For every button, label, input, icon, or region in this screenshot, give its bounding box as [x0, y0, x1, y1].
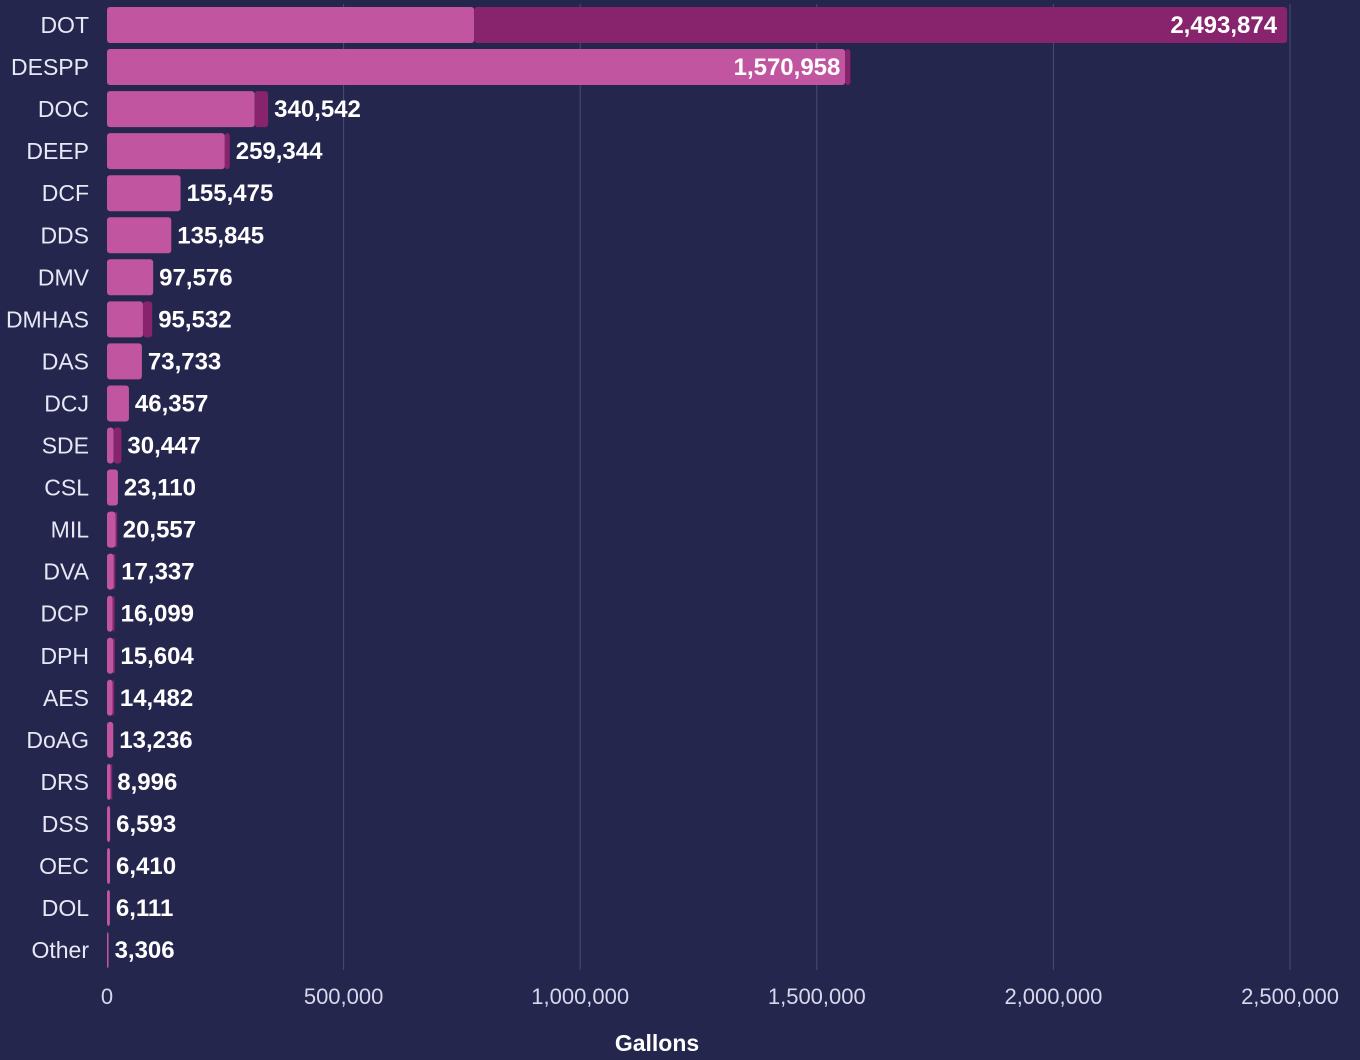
x-tick-label: 2,000,000 [1004, 984, 1102, 1009]
category-label: DAS [42, 348, 89, 374]
bar-segment [107, 385, 129, 422]
category-label: DMV [38, 264, 90, 290]
category-label: DVA [43, 559, 89, 585]
data-label: 17,337 [121, 559, 194, 586]
data-label: 259,344 [236, 138, 323, 165]
bar-segment [107, 679, 113, 716]
category-label: Other [31, 937, 89, 963]
x-axis-title: Gallons [615, 1030, 699, 1056]
x-tick-label: 1,000,000 [531, 984, 629, 1009]
category-label: DOL [42, 895, 90, 921]
bar-segment [112, 679, 115, 716]
data-label: 73,733 [148, 348, 221, 375]
bar-segment [107, 133, 225, 170]
bar-segment [474, 7, 1288, 43]
bar-segment [845, 49, 851, 86]
data-label: 6,410 [116, 853, 176, 880]
data-label: 14,482 [120, 685, 193, 712]
bar-segment [107, 511, 116, 548]
category-label: DMHAS [6, 306, 89, 332]
bar-segment [113, 427, 122, 464]
category-label: DoAG [26, 727, 89, 753]
bar-segment [107, 848, 111, 884]
data-label: 3,306 [115, 937, 175, 964]
bar-segment [107, 175, 181, 212]
category-labels: DOT DESPP DOC DEEP DCF DDS DMV DMHAS DAS DCJ SDE CS… [6, 12, 90, 963]
data-label: 16,099 [121, 601, 194, 628]
bar-segment [115, 511, 118, 548]
gridlines [343, 4, 1291, 970]
bar-segment [107, 932, 109, 969]
bar-segment [107, 469, 118, 506]
category-label: AES [43, 685, 89, 711]
bar-segment [107, 91, 255, 128]
x-tick-label: 500,000 [304, 984, 384, 1009]
bar-segment [142, 301, 153, 338]
bar-segment [224, 133, 230, 170]
data-label: 8,996 [117, 769, 177, 796]
bar-segment [112, 595, 115, 632]
data-label: 6,111 [116, 895, 173, 922]
x-tick-label: 1,500,000 [768, 984, 866, 1009]
bar-segment [107, 553, 114, 590]
bar-segment [113, 637, 115, 674]
x-axis-ticks: 0 500,000 1,000,000 1,500,000 2,000,000 2,500… [101, 984, 1339, 1009]
x-tick-label: 2,500,000 [1241, 984, 1339, 1009]
category-label: CSL [44, 475, 89, 501]
bar-segment [107, 7, 475, 43]
category-label: MIL [51, 517, 90, 543]
bar-segment [107, 721, 114, 758]
bar-segment [254, 91, 269, 128]
data-label: 13,236 [119, 727, 192, 754]
bar-segment [107, 343, 142, 380]
bar-segment [107, 49, 846, 86]
category-label: OEC [39, 853, 89, 879]
category-label: DEEP [26, 138, 89, 164]
category-label: DPH [40, 643, 89, 669]
category-label: DOT [40, 12, 89, 38]
category-label: DRS [40, 769, 89, 795]
data-label: 46,357 [135, 390, 208, 417]
data-label: 15,604 [120, 643, 194, 670]
bar-segment [107, 259, 154, 296]
data-label: 20,557 [123, 517, 196, 544]
data-label: 23,110 [124, 475, 196, 502]
category-label: DESPP [11, 54, 89, 80]
category-label: DOC [38, 96, 89, 122]
bar-segment [113, 553, 116, 590]
data-label: 340,542 [274, 96, 361, 123]
category-label: SDE [42, 433, 89, 459]
data-label: 2,493,874 [1170, 12, 1277, 39]
value-labels: 2,493,874 1,570,958 340,542 259,344 155,475 1… [115, 12, 1278, 964]
bar-segment [107, 427, 114, 464]
x-tick-label: 0 [101, 984, 113, 1009]
data-label: 95,532 [158, 306, 231, 333]
bar-segment [110, 763, 113, 800]
category-label: DCP [40, 601, 89, 627]
data-label: 6,593 [116, 811, 176, 838]
bar-segment [107, 805, 111, 842]
bars [107, 7, 1288, 969]
data-label: 135,845 [177, 222, 264, 249]
bar-segment [107, 763, 111, 800]
category-label: DCJ [44, 390, 89, 416]
category-label: DCF [42, 180, 89, 206]
category-label: DSS [42, 811, 89, 837]
data-label: 1,570,958 [734, 54, 841, 81]
bar-segment [107, 301, 143, 338]
data-label: 155,475 [187, 180, 274, 207]
bar-segment [107, 890, 110, 927]
bar-segment [107, 217, 172, 254]
bar-segment [107, 595, 113, 632]
data-label: 30,447 [127, 433, 200, 460]
data-label: 97,576 [159, 264, 232, 291]
category-label: DDS [40, 222, 89, 248]
bar-segment [107, 637, 114, 674]
